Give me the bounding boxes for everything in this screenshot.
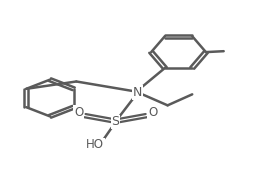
Text: HO: HO <box>86 138 104 151</box>
Text: O: O <box>74 106 83 119</box>
Text: S: S <box>112 115 120 128</box>
Text: N: N <box>133 86 142 99</box>
Text: O: O <box>148 106 157 119</box>
